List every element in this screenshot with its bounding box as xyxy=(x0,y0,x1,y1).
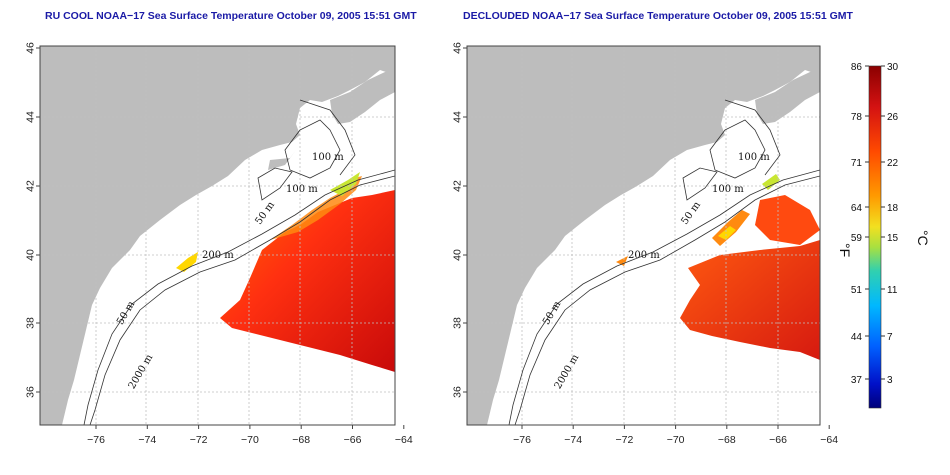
cape-cod xyxy=(268,150,296,170)
isobath-label: 50 m xyxy=(679,199,703,227)
fahrenheit-tick: 64 xyxy=(851,203,863,214)
celsius-tick: 3 xyxy=(887,375,893,386)
y-tick-label: 38 xyxy=(452,317,464,329)
fahrenheit-tick: 37 xyxy=(851,375,863,386)
celsius-tick: 11 xyxy=(887,285,898,296)
x-tick-label: −66 xyxy=(344,434,362,446)
celsius-label: °C xyxy=(915,230,931,246)
x-tick-label: −72 xyxy=(190,434,208,446)
celsius-tick: 18 xyxy=(887,203,899,214)
x-tick-label: −76 xyxy=(513,434,531,446)
y-tick-label: 36 xyxy=(452,386,464,398)
y-tick-label: 40 xyxy=(452,249,464,261)
land-mass xyxy=(40,46,395,425)
sst-patch xyxy=(718,226,736,240)
celsius-tick: 26 xyxy=(887,112,899,123)
x-tick-label: −64 xyxy=(395,434,413,446)
x-tick-label: −76 xyxy=(87,434,105,446)
fahrenheit-tick: 51 xyxy=(851,285,863,296)
fahrenheit-tick: 44 xyxy=(851,332,863,343)
x-tick-label: −74 xyxy=(564,434,582,446)
isobath-label: 2000 m xyxy=(127,352,156,391)
land-mass xyxy=(467,46,820,425)
colorbar-gradient xyxy=(868,65,882,409)
sst-shelf-warm xyxy=(270,176,362,240)
isobath-label: 200 m xyxy=(202,250,234,261)
x-tick-label: −72 xyxy=(615,434,633,446)
fahrenheit-tick: 78 xyxy=(851,112,863,123)
y-tick-label: 44 xyxy=(25,111,37,123)
y-tick-label: 46 xyxy=(452,42,464,54)
isobath-label: 100 m xyxy=(286,184,318,195)
x-tick-label: −66 xyxy=(769,434,787,446)
y-tick-label: 42 xyxy=(25,180,37,192)
sst-cool-strip xyxy=(330,172,360,196)
x-tick-label: −70 xyxy=(667,434,685,446)
isobath-label: 200 m xyxy=(628,250,660,261)
fahrenheit-tick: 71 xyxy=(851,158,863,169)
axis-ticks: −76 −74 −72 −70 −68 −66 −64 36 38 40 42 44 46 −76 −74 −… xyxy=(25,42,839,446)
right-map: 100 m 100 m 50 m 200 m 50 m 2000 m xyxy=(466,45,821,426)
nova-scotia xyxy=(330,68,395,124)
sst-patch xyxy=(176,252,198,272)
sst-patch xyxy=(616,256,628,266)
isobath-label: 100 m xyxy=(312,152,344,163)
y-tick-label: 46 xyxy=(25,42,37,54)
x-tick-label: −64 xyxy=(820,434,838,446)
y-tick-label: 42 xyxy=(452,180,464,192)
x-tick-label: −68 xyxy=(718,434,736,446)
isobath-label: 50 m xyxy=(253,199,277,227)
celsius-tick: 22 xyxy=(887,158,899,169)
colorbar: 86 78 71 64 59 51 44 37 30 26 22 18 15 11 7 3 °F °C xyxy=(837,62,931,409)
fahrenheit-tick: 86 xyxy=(851,62,863,73)
isobath-label: 100 m xyxy=(712,184,744,195)
sst-patch xyxy=(762,174,780,190)
y-tick-label: 36 xyxy=(25,386,37,398)
left-panel-title: RU COOL NOAA−17 Sea Surface Temperature … xyxy=(45,10,417,22)
x-tick-label: −70 xyxy=(241,434,259,446)
y-tick-label: 44 xyxy=(452,111,464,123)
x-tick-label: −68 xyxy=(292,434,310,446)
isobath-label: 50 m xyxy=(115,299,137,327)
right-panel-title: DECLOUDED NOAA−17 Sea Surface Temperatur… xyxy=(463,10,853,22)
celsius-tick: 15 xyxy=(887,233,899,244)
sst-field xyxy=(680,240,820,360)
y-tick-label: 40 xyxy=(25,249,37,261)
isobath-label: 2000 m xyxy=(553,352,582,391)
y-tick-label: 38 xyxy=(25,317,37,329)
fahrenheit-tick: 59 xyxy=(851,233,863,244)
fahrenheit-label: °F xyxy=(837,243,853,257)
left-map: 100 m 100 m 50 m 200 m 50 m 2000 m xyxy=(39,45,396,426)
sst-patch xyxy=(755,195,820,245)
isobath-label: 100 m xyxy=(738,152,770,163)
x-tick-label: −74 xyxy=(138,434,156,446)
nova-scotia xyxy=(755,68,820,124)
celsius-tick: 7 xyxy=(887,332,893,343)
celsius-tick: 30 xyxy=(887,62,899,73)
sst-field xyxy=(220,190,395,372)
